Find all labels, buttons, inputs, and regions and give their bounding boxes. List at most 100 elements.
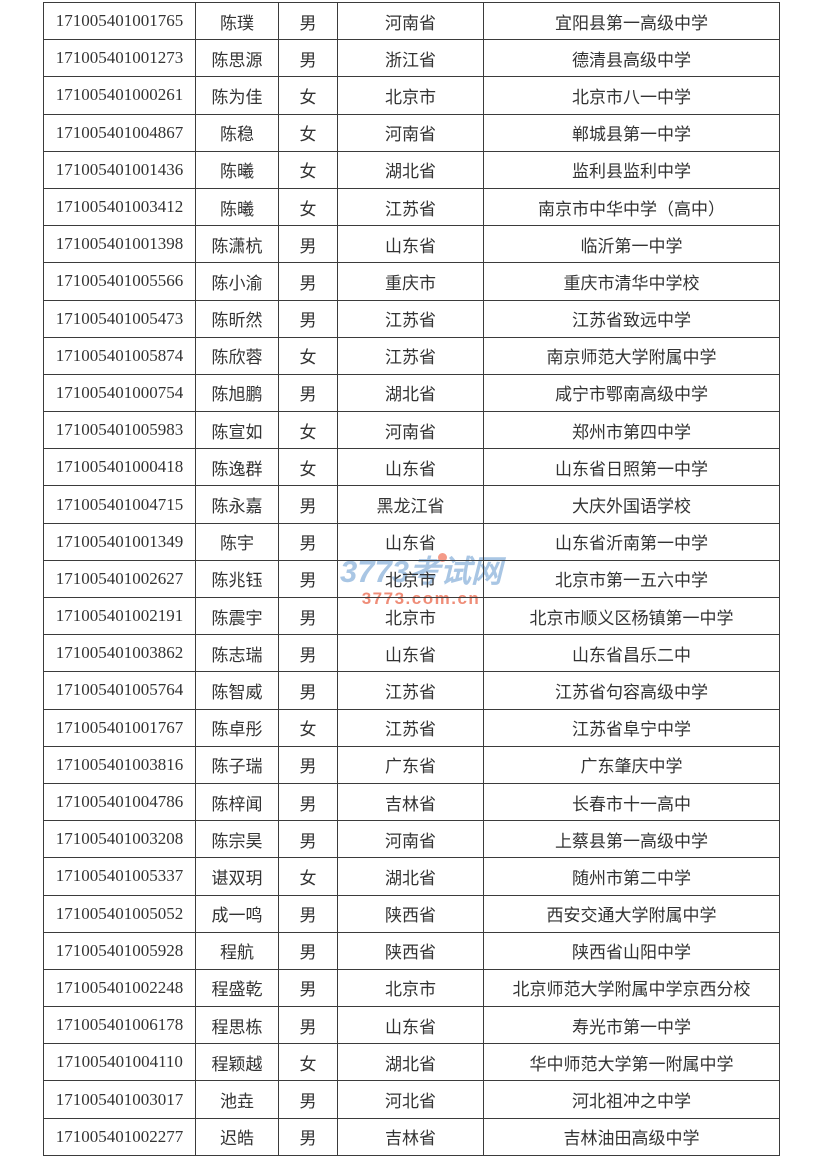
table-row: 171005401002277 迟皓男吉林省 吉林油田高级中学: [43, 1117, 780, 1156]
table-row: 171005401001349 陈宇男山东省 山东省沂南第一中学: [43, 522, 780, 561]
table-row: 171005401003816 陈子瑞男广东省 广东肇庆中学: [43, 745, 780, 784]
cell-province: 陕西省: [337, 894, 484, 933]
cell-province: 北京市: [337, 559, 484, 599]
cell-id: 171005401001765: [43, 1, 196, 41]
cell-province: 山东省: [337, 225, 484, 264]
cell-school: 寿光市第一中学: [483, 1006, 780, 1045]
cell-province: 山东省: [337, 522, 484, 561]
cell-province: 吉林省: [337, 1117, 484, 1156]
cell-gender: 男: [278, 299, 338, 338]
table-row: 171005401001273 陈思源男浙江省 德清县高级中学: [43, 39, 780, 78]
cell-name: 迟皓: [195, 1117, 279, 1156]
cell-province: 陕西省: [337, 931, 484, 970]
cell-school: 华中师范大学第一附属中学: [483, 1043, 780, 1082]
cell-id: 171005401005052: [43, 894, 196, 933]
cell-school: 临沂第一中学: [483, 225, 780, 264]
cell-school: 上蔡县第一高级中学: [483, 820, 780, 859]
table-row: 171005401004715 陈永嘉男黑龙江省 大庆外国语学校: [43, 485, 780, 524]
cell-name: 陈思源: [195, 39, 279, 78]
cell-school: 南京市中华中学（高中）: [483, 187, 780, 227]
cell-school: 郸城县第一中学: [483, 113, 780, 152]
cell-province: 山东省: [337, 448, 484, 487]
cell-province: 河南省: [337, 113, 484, 152]
cell-province: 湖北省: [337, 857, 484, 896]
cell-id: 171005401000754: [43, 373, 196, 413]
table-row: 171005401005874 陈欣蓉女江苏省 南京师范大学附属中学: [43, 336, 780, 375]
cell-province: 湖北省: [337, 1043, 484, 1082]
cell-id: 171005401001398: [43, 225, 196, 264]
cell-name: 陈为佳: [195, 76, 279, 115]
cell-province: 吉林省: [337, 782, 484, 822]
cell-gender: 女: [278, 187, 338, 227]
cell-province: 广东省: [337, 745, 484, 784]
cell-name: 陈子瑞: [195, 745, 279, 784]
cell-province: 江苏省: [337, 708, 484, 747]
cell-gender: 男: [278, 39, 338, 78]
cell-gender: 女: [278, 76, 338, 115]
table-row: 171005401005052 成一鸣男陕西省 西安交通大学附属中学: [43, 894, 780, 933]
cell-id: 171005401005764: [43, 671, 196, 710]
cell-id: 171005401004715: [43, 485, 196, 524]
cell-name: 陈曦: [195, 187, 279, 227]
cell-name: 陈震宇: [195, 596, 279, 636]
cell-gender: 男: [278, 1, 338, 41]
cell-school: 北京市顺义区杨镇第一中学: [483, 596, 780, 636]
cell-id: 171005401002191: [43, 596, 196, 636]
cell-id: 171005401005874: [43, 336, 196, 375]
cell-province: 湖北省: [337, 373, 484, 413]
cell-gender: 男: [278, 1117, 338, 1156]
cell-school: 德清县高级中学: [483, 39, 780, 78]
table-row: 171005401002191 陈震宇男北京市 北京市顺义区杨镇第一中学: [43, 596, 780, 636]
cell-province: 江苏省: [337, 336, 484, 375]
cell-gender: 男: [278, 968, 338, 1008]
table-row: 171005401002627 陈兆钰男北京市 北京市第一五六中学: [43, 559, 780, 599]
cell-name: 陈昕然: [195, 299, 279, 338]
cell-name: 陈卓彤: [195, 708, 279, 747]
table-row: 171005401005983 陈宣如女河南省 郑州市第四中学: [43, 411, 780, 450]
cell-gender: 女: [278, 150, 338, 189]
cell-id: 171005401005337: [43, 857, 196, 896]
cell-id: 171005401001436: [43, 150, 196, 189]
student-table-body: 171005401001765 陈璞男河南省 宜阳县第一高级中学 1710054010…: [43, 1, 780, 1156]
cell-name: 谌双玥: [195, 857, 279, 896]
cell-name: 程航: [195, 931, 279, 970]
cell-school: 山东省昌乐二中: [483, 634, 780, 673]
cell-province: 河南省: [337, 1, 484, 41]
cell-gender: 男: [278, 634, 338, 673]
cell-id: 171005401003862: [43, 634, 196, 673]
cell-gender: 女: [278, 708, 338, 747]
cell-gender: 男: [278, 782, 338, 822]
cell-gender: 男: [278, 225, 338, 264]
cell-id: 171005401003208: [43, 820, 196, 859]
table-row: 171005401000754 陈旭鹏男湖北省 咸宁市鄂南高级中学: [43, 373, 780, 413]
cell-province: 河北省: [337, 1080, 484, 1119]
cell-name: 陈智威: [195, 671, 279, 710]
table-row: 171005401004786 陈梓闻男吉林省 长春市十一高中: [43, 782, 780, 822]
cell-province: 浙江省: [337, 39, 484, 78]
cell-name: 陈宇: [195, 522, 279, 561]
cell-province: 黑龙江省: [337, 485, 484, 524]
table-row: 171005401000261 陈为佳女北京市 北京市八一中学: [43, 76, 780, 115]
cell-school: 监利县监利中学: [483, 150, 780, 189]
cell-name: 陈小渝: [195, 262, 279, 301]
cell-school: 随州市第二中学: [483, 857, 780, 896]
cell-name: 陈旭鹏: [195, 373, 279, 413]
cell-id: 171005401000261: [43, 76, 196, 115]
cell-name: 陈稳: [195, 113, 279, 152]
cell-id: 171005401003412: [43, 187, 196, 227]
cell-province: 河南省: [337, 411, 484, 450]
cell-gender: 女: [278, 448, 338, 487]
cell-name: 池垚: [195, 1080, 279, 1119]
cell-gender: 男: [278, 671, 338, 710]
cell-school: 大庆外国语学校: [483, 485, 780, 524]
table-row: 171005401004867 陈稳女河南省 郸城县第一中学: [43, 113, 780, 152]
table-row: 171005401001765 陈璞男河南省 宜阳县第一高级中学: [43, 1, 780, 41]
cell-name: 成一鸣: [195, 894, 279, 933]
cell-province: 北京市: [337, 596, 484, 636]
cell-name: 陈宣如: [195, 411, 279, 450]
cell-id: 171005401002627: [43, 559, 196, 599]
cell-name: 陈永嘉: [195, 485, 279, 524]
cell-name: 陈欣蓉: [195, 336, 279, 375]
cell-gender: 男: [278, 596, 338, 636]
cell-school: 宜阳县第一高级中学: [483, 1, 780, 41]
